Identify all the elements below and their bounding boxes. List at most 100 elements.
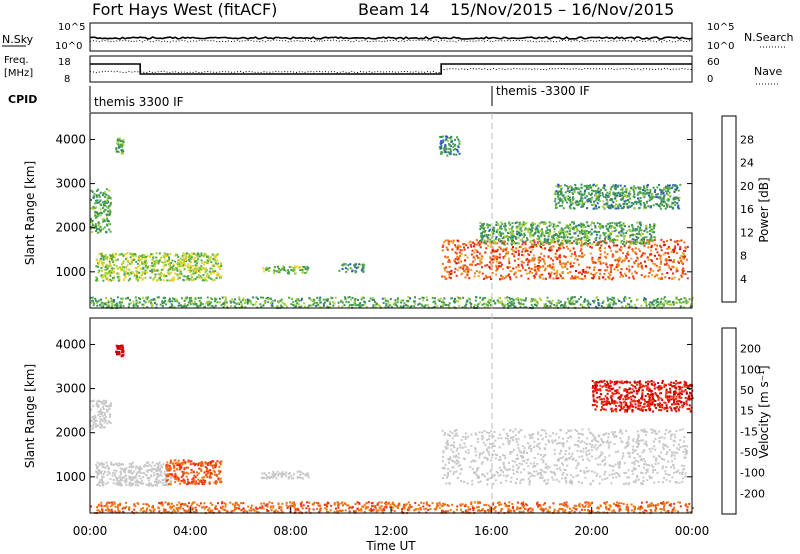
power-echo-cell	[488, 301, 491, 304]
power-echo-cell	[413, 305, 416, 308]
power-echo-cell	[118, 266, 121, 269]
velocity-echo-cell	[115, 469, 118, 472]
power-echo-cell	[633, 207, 636, 210]
power-echo-cell	[644, 298, 647, 301]
power-echo-cell	[620, 260, 623, 263]
power-echo-cell	[151, 270, 153, 273]
power-echo-cell	[453, 153, 455, 156]
power-echo-cell	[648, 199, 651, 202]
power-echo-cell	[354, 265, 357, 268]
power-echo-cell	[537, 234, 540, 237]
power-echo-cell	[513, 305, 516, 308]
power-echo-cell	[453, 144, 456, 147]
velocity-echo-cell	[558, 508, 561, 510]
power-echo-cell	[559, 300, 562, 303]
velocity-echo-cell	[152, 471, 155, 474]
power-echo-cell	[579, 254, 582, 257]
power-echo-cell	[115, 303, 118, 306]
power-echo-cell	[192, 278, 195, 281]
power-echo-cell	[615, 200, 618, 203]
velocity-echo-cell	[160, 464, 163, 467]
power-echo-cell	[681, 252, 684, 255]
power-echo-cell	[540, 245, 542, 248]
power-echo-cell	[656, 298, 659, 300]
power-echo-cell	[603, 233, 606, 236]
power-echo-cell	[596, 184, 598, 187]
power-echo-cell	[97, 265, 100, 268]
power-echo-cell	[458, 297, 461, 300]
power-echo-cell	[530, 230, 533, 233]
power-echo-cell	[469, 244, 472, 247]
power-echo-cell	[650, 249, 653, 252]
power-echo-cell	[556, 238, 559, 241]
power-echo-cell	[199, 266, 202, 269]
power-echo-cell	[298, 303, 301, 306]
power-echo-cell	[107, 301, 110, 304]
power-echo-cell	[635, 272, 638, 275]
power-echo-cell	[450, 269, 453, 272]
power-echo-cell	[626, 252, 629, 255]
power-echo-cell	[480, 232, 483, 235]
power-echo-cell	[586, 198, 589, 201]
velocity-echo-cell	[185, 475, 188, 478]
power-echo-cell	[192, 258, 195, 261]
freq-unit: [MHz]	[4, 68, 33, 79]
power-echo-cell	[440, 152, 443, 155]
power-echo-cell	[157, 272, 160, 275]
power-echo-cell	[632, 242, 635, 245]
power-echo-cell	[573, 303, 576, 305]
velocity-echo-cell	[194, 476, 197, 479]
power-echo-cell	[618, 203, 621, 206]
power-echo-cell	[678, 299, 681, 301]
power-echo-cell	[507, 274, 510, 277]
power-echo-cell	[217, 273, 220, 276]
power-echo-cell	[570, 277, 573, 280]
power-echo-cell	[659, 188, 661, 191]
power-echo-cell	[98, 269, 101, 272]
power-echo-cell	[641, 254, 644, 257]
power-echo-cell	[152, 277, 155, 280]
beam-label: Beam 14	[358, 0, 430, 19]
power-echo-cell	[115, 252, 118, 255]
velocity-echo-cell	[96, 483, 99, 486]
power-echo-cell	[620, 224, 623, 227]
power-echo-cell	[593, 230, 596, 233]
power-echo-cell	[553, 272, 556, 275]
power-colorbar-label: Power [dB]	[757, 177, 771, 242]
velocity-echo-cell	[191, 481, 193, 484]
velocity-echo-cell	[120, 463, 123, 466]
power-echo-cell	[456, 255, 459, 258]
velocity-echo-cell	[95, 470, 98, 473]
power-echo-cell	[685, 302, 688, 305]
power-echo-cell	[623, 259, 626, 262]
power-echo-cell	[459, 266, 462, 269]
power-echo-cell	[625, 257, 628, 260]
power-echo-cell	[166, 272, 169, 274]
power-echo-cell	[580, 304, 583, 307]
velocity-echo-cell	[130, 464, 133, 467]
power-echo-cell	[554, 193, 557, 196]
power-echo-cell	[570, 298, 573, 301]
velocity-echo-cell	[299, 473, 302, 476]
power-echo-cell	[322, 303, 325, 305]
velocity-echo-cell	[98, 472, 101, 475]
power-echo-cell	[347, 296, 350, 299]
power-echo-cell	[541, 231, 544, 234]
power-echo-cell	[179, 270, 182, 273]
power-echo-cell	[189, 264, 192, 267]
power-echo-cell	[666, 272, 669, 274]
power-echo-cell	[511, 240, 513, 243]
power-echo-cell	[611, 253, 614, 256]
power-echo-cell	[620, 198, 622, 201]
power-echo-cell	[508, 276, 511, 279]
velocity-echo-cell	[159, 471, 162, 474]
power-echo-cell	[556, 304, 558, 307]
power-echo-cell	[583, 191, 586, 194]
power-echo-cell	[463, 248, 466, 251]
power-echo-cell	[147, 296, 150, 299]
power-echo-cell	[621, 190, 624, 193]
power-echo-cell	[116, 258, 119, 261]
power-echo-cell	[442, 304, 445, 307]
power-echo-cell	[491, 250, 494, 253]
